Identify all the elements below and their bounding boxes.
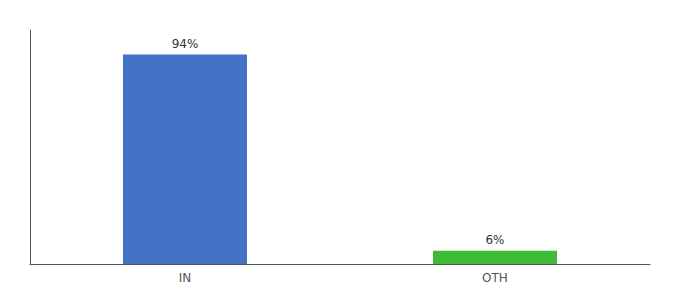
svg-text:94%: 94% xyxy=(172,37,199,51)
svg-text:OTH: OTH xyxy=(482,271,508,285)
svg-text:6%: 6% xyxy=(485,233,504,247)
svg-text:IN: IN xyxy=(179,271,192,285)
